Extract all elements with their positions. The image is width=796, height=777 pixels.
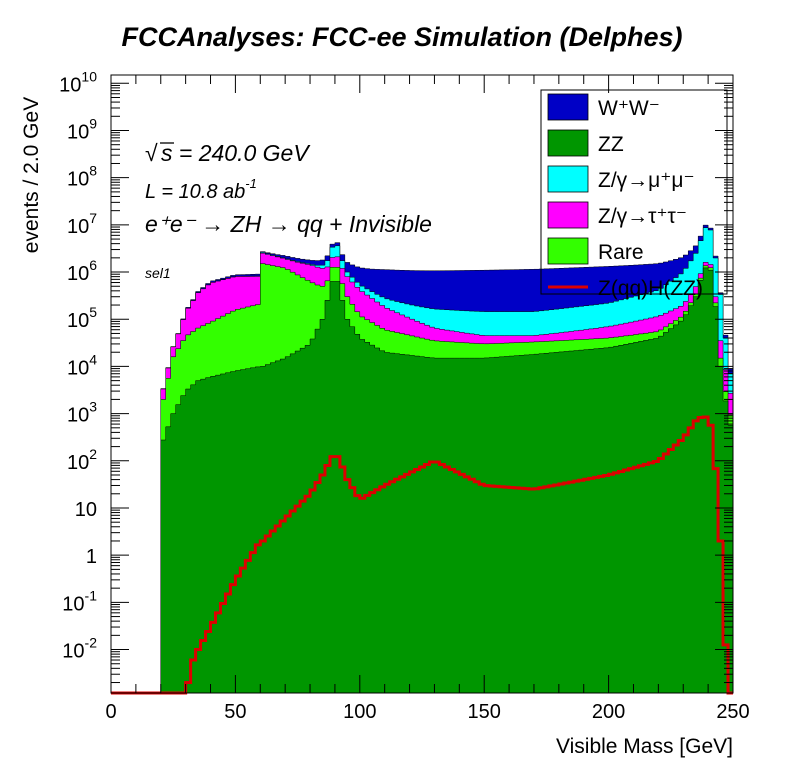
y-tick-label: 103 [67, 399, 97, 427]
process-label: e⁺e⁻ → ZH → qq + Invisible [145, 211, 432, 237]
y-tick-base: 10 [67, 405, 89, 427]
y-tick-label: 108 [67, 163, 97, 191]
signal-line [111, 415, 733, 695]
y-tick-exponent: 7 [89, 210, 97, 226]
y-tick-exponent: 2 [89, 446, 97, 462]
legend-label: Z(qq)H(ZZ) [598, 277, 703, 300]
luminosity-exponent: -1 [245, 176, 257, 191]
legend-swatch-z [547, 165, 589, 193]
selection-label: sel1 [145, 265, 171, 281]
legend-swatch-w-w [547, 93, 589, 121]
legend-label: ZZ [598, 133, 624, 156]
legend-swatch-z [547, 201, 589, 229]
y-tick-label: 104 [67, 351, 97, 379]
plot-frame [110, 74, 734, 694]
annotations: √ s = 240.0 GeV L = 10.8 ab-1 e⁺e⁻ → ZH … [145, 140, 432, 281]
x-tick-label: 0 [105, 701, 116, 723]
y-tick-base: 10 [67, 310, 89, 332]
y-tick-base: 10 [67, 121, 89, 143]
x-tick-label: 250 [716, 701, 749, 723]
legend-label: Rare [598, 241, 644, 264]
legend-swatch-rare [547, 237, 589, 265]
y-tick-base: 10 [62, 641, 84, 663]
y-tick-label: 102 [67, 446, 97, 474]
chart-title: FCCAnalyses: FCC-ee Simulation (Delphes) [121, 22, 682, 52]
y-tick-base: 10 [75, 499, 97, 521]
y-tick-exponent: 3 [89, 399, 97, 415]
y-tick-base: 10 [67, 263, 89, 285]
y-tick-exponent: 10 [81, 68, 97, 84]
y-tick-label: 10-1 [62, 587, 97, 615]
y-tick-label: 109 [67, 115, 97, 143]
legend-label: W⁺W⁻ [598, 97, 660, 120]
y-tick-label: 105 [67, 304, 97, 332]
y-tick-exponent: -2 [85, 635, 98, 651]
y-tick-label: 10 [75, 499, 97, 521]
legend-label: Z/γ→μ⁺μ⁻ [598, 169, 695, 192]
y-tick-base: 10 [59, 74, 81, 96]
y-tick-label: 107 [67, 210, 97, 238]
x-tick-label: 150 [468, 701, 501, 723]
y-tick-label: 10-2 [62, 635, 97, 663]
y-tick-exponent: 8 [89, 163, 97, 179]
luminosity-label: L = 10.8 ab-1 [145, 176, 257, 203]
y-tick-exponent: 9 [89, 115, 97, 131]
y-tick-exponent: 5 [89, 304, 97, 320]
sqrt-root-symbol: √ [145, 140, 158, 166]
x-tick-label: 50 [224, 701, 246, 723]
legend-swatch-zz [547, 129, 589, 157]
y-tick-exponent: -1 [85, 587, 98, 603]
sqrt-s-label: s = 240.0 GeV [161, 140, 311, 166]
y-tick-base: 1 [86, 546, 97, 568]
luminosity-value: L = 10.8 ab [145, 181, 245, 203]
x-axis-label: Visible Mass [GeV] [556, 735, 733, 758]
plot-area: 0 50 100 150 200 25010-210-111010210310410510… [59, 68, 750, 723]
y-tick-label: 1010 [59, 68, 97, 96]
x-tick-label: 100 [343, 701, 376, 723]
y-tick-label: 106 [67, 257, 97, 285]
legend-label: Z/γ→τ⁺τ⁻ [598, 205, 687, 228]
legend: W⁺W⁻ ZZ Z/γ→μ⁺μ⁻ Z/γ→τ⁺τ⁻ Rare Z(qq)H(ZZ) [540, 89, 728, 300]
y-tick-label: 1 [86, 546, 97, 568]
y-tick-base: 10 [67, 357, 89, 379]
legend-frame [540, 89, 728, 295]
x-tick-label: 200 [592, 701, 625, 723]
y-tick-base: 10 [62, 593, 84, 615]
stack-layer-zz [111, 267, 734, 694]
y-tick-base: 10 [67, 169, 89, 191]
y-tick-exponent: 4 [89, 351, 97, 367]
y-tick-base: 10 [67, 216, 89, 238]
y-tick-exponent: 6 [89, 257, 97, 273]
y-tick-base: 10 [67, 452, 89, 474]
y-axis-label: events / 2.0 GeV [20, 97, 43, 253]
